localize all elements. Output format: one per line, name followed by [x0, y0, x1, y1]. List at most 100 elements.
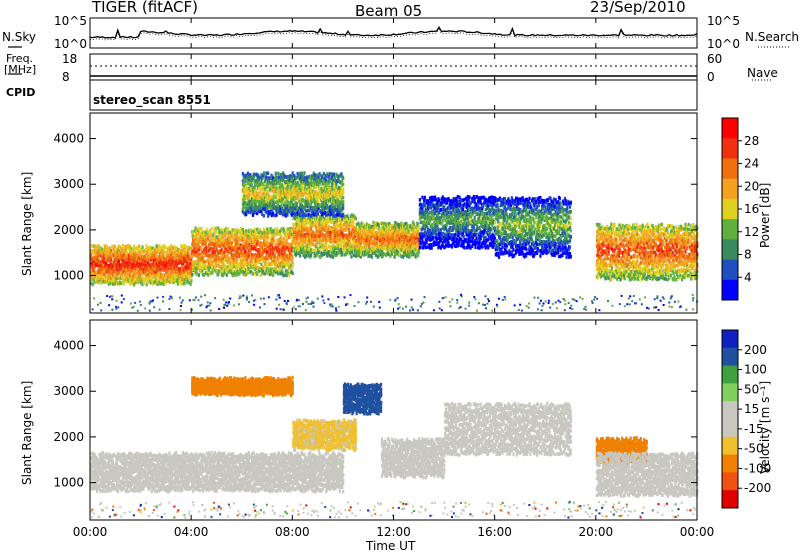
power-cell: [256, 199, 260, 203]
power-noise-cell: [329, 305, 332, 308]
power-cell: [224, 269, 228, 273]
power-noise-cell: [542, 302, 545, 305]
power-cell: [380, 229, 384, 233]
power-noise-cell: [139, 303, 142, 306]
power-cell: [315, 242, 319, 246]
power-cell: [261, 253, 264, 257]
power-cell: [215, 264, 218, 268]
power-cell: [186, 280, 189, 284]
power-cell: [388, 222, 391, 226]
power-cell: [239, 230, 242, 234]
power-cell: [265, 202, 268, 207]
power-cell: [194, 266, 197, 271]
power-cell: [337, 186, 341, 190]
power-noise-cell: [449, 305, 452, 308]
power-cell: [284, 195, 287, 199]
nsearch-label: N.Search: [745, 30, 800, 44]
power-cell: [294, 227, 298, 232]
power-cell: [107, 282, 110, 286]
power-noise-cell: [245, 298, 248, 301]
power-cell: [156, 259, 159, 263]
power-cell: [278, 190, 281, 194]
power-cell: [186, 245, 189, 249]
power-cell: [332, 172, 335, 176]
power-cell: [240, 253, 243, 258]
power-noise-cell: [410, 306, 413, 309]
power-cell: [310, 235, 314, 239]
power-cell: [101, 257, 104, 262]
power-cell: [103, 248, 106, 252]
power-cell: [249, 173, 252, 177]
power-cell: [147, 257, 150, 262]
power-cell: [323, 216, 326, 221]
power-cell: [314, 223, 317, 227]
power-noise-cell: [397, 307, 400, 310]
power-cell: [383, 246, 386, 251]
power-cell: [281, 183, 284, 187]
power-cell: [271, 261, 274, 265]
power-cell: [296, 219, 299, 223]
power-cell: [300, 208, 303, 212]
power-cell: [182, 268, 185, 272]
power-cell: [387, 231, 390, 236]
power-cell: [195, 269, 198, 274]
power-cell: [218, 269, 221, 273]
power-cell: [253, 188, 256, 192]
power-cell: [278, 248, 281, 252]
power-noise-cell: [218, 308, 221, 310]
power-cell: [150, 278, 153, 283]
power-cell: [380, 232, 384, 236]
power-cell: [326, 216, 329, 221]
power-cell: [289, 242, 292, 247]
power-cell: [303, 171, 306, 175]
power-noise-cell: [544, 300, 547, 303]
power-cell: [372, 228, 375, 232]
power-cell: [299, 250, 302, 254]
power-cell: [310, 186, 313, 190]
power-cell: [242, 200, 245, 204]
power-cell: [282, 227, 285, 231]
power-cell: [289, 245, 292, 250]
power-cell: [300, 219, 303, 223]
power-cell: [296, 235, 299, 239]
power-cell: [299, 183, 302, 187]
power-cell: [146, 260, 149, 265]
power-noise-cell: [149, 300, 152, 303]
power-cell: [114, 260, 117, 265]
power-cell: [339, 240, 342, 245]
power-cell: [169, 262, 172, 267]
power-noise-cell: [655, 306, 657, 309]
power-cell: [307, 227, 310, 232]
power-cell: [117, 247, 120, 251]
power-cell: [206, 269, 209, 273]
power-cell: [349, 241, 352, 246]
power-cell: [230, 271, 233, 275]
power-cell: [259, 188, 262, 193]
power-cell: [111, 252, 114, 256]
power-cell: [380, 252, 383, 256]
power-cell: [155, 276, 158, 281]
power-noise-cell: [109, 295, 111, 298]
power-noise-cell: [653, 306, 655, 309]
power-cell: [271, 250, 274, 254]
power-cell: [217, 273, 220, 277]
power-cell: [267, 171, 270, 176]
power-cell: [319, 226, 322, 231]
power-cell: [149, 250, 152, 254]
power-cell: [150, 266, 153, 270]
power-noise-cell: [575, 300, 578, 303]
power-cell: [176, 258, 179, 262]
power-cell: [211, 270, 214, 275]
power-cell: [154, 261, 157, 265]
power-cell: [166, 258, 169, 262]
power-cell: [297, 237, 300, 241]
power-cell: [369, 228, 372, 232]
power-cell: [242, 259, 245, 263]
power-cell: [216, 254, 219, 259]
power-cell: [246, 207, 249, 211]
radar-title: TIGER (fitACF): [92, 0, 199, 16]
power-noise-cell: [405, 305, 407, 308]
power-cell: [251, 178, 254, 182]
power-cell: [381, 254, 384, 258]
power-noise-cell: [227, 302, 230, 305]
